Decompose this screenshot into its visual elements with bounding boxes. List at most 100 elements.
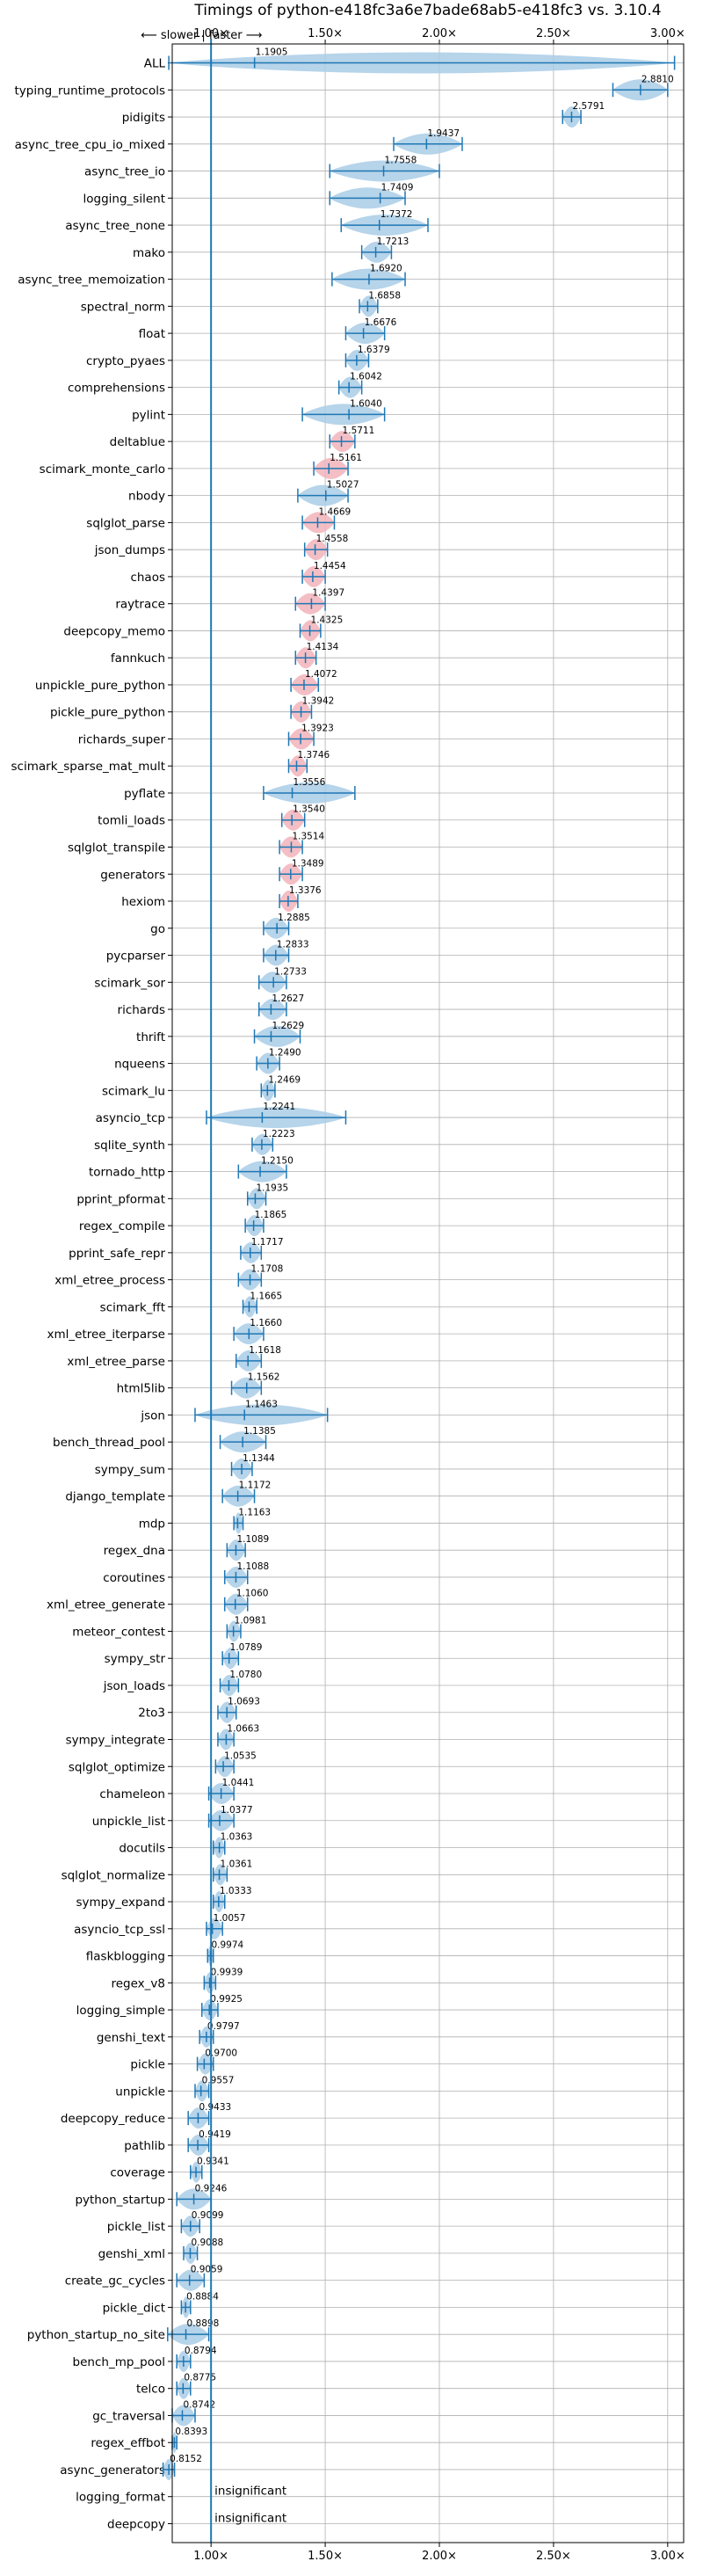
category-label: deepcopy xyxy=(107,2517,165,2531)
value-label: 1.0693 xyxy=(228,1697,260,1707)
category-label: bench_thread_pool xyxy=(53,1436,165,1450)
category-label: mdp xyxy=(139,1517,165,1531)
value-label: 1.2223 xyxy=(263,1129,295,1139)
value-label: 1.1463 xyxy=(245,1399,278,1409)
x-tick-label-top: 3.00× xyxy=(650,27,685,40)
category-label: typing_runtime_protocols xyxy=(15,84,166,98)
value-label: 1.1172 xyxy=(239,1481,272,1491)
value-label: 1.0377 xyxy=(221,1805,253,1816)
category-label: sympy_expand xyxy=(76,1896,165,1910)
category-label: richards xyxy=(118,1003,165,1017)
category-label: coverage xyxy=(110,2166,165,2180)
value-label: 1.3746 xyxy=(297,750,330,760)
category-labels: ALL typing_runtime_protocols pidigits async… xyxy=(11,57,166,2532)
category-label: coroutines xyxy=(103,1571,165,1585)
category-label: pprint_safe_repr xyxy=(69,1247,165,1261)
category-label: logging_silent xyxy=(83,192,165,206)
category-label: sqlite_synth xyxy=(94,1139,165,1153)
value-label: 2.5791 xyxy=(572,101,605,112)
value-label: 1.0333 xyxy=(220,1886,252,1896)
category-label: regex_compile xyxy=(79,1219,165,1233)
category-label: regex_v8 xyxy=(111,1976,165,1990)
value-label: 1.1562 xyxy=(248,1372,280,1383)
value-label: 1.1665 xyxy=(250,1291,282,1301)
category-label: scimark_fft xyxy=(100,1300,165,1314)
x-tick-label-top: 2.00× xyxy=(422,27,457,40)
value-label: 1.4454 xyxy=(314,561,346,571)
value-label: 0.9059 xyxy=(191,2265,223,2275)
value-label: 1.0363 xyxy=(221,1832,253,1843)
value-label: 1.4669 xyxy=(318,506,351,517)
category-label: html5lib xyxy=(117,1382,165,1396)
value-label: 0.9099 xyxy=(192,2210,224,2221)
category-label: async_tree_cpu_io_mixed xyxy=(15,138,165,152)
value-label: 1.4325 xyxy=(311,615,344,625)
error-bars xyxy=(162,55,676,2477)
category-label: asyncio_tcp_ssl xyxy=(74,1923,165,1937)
category-label: 2to3 xyxy=(138,1706,165,1721)
value-label: 1.4397 xyxy=(312,588,344,599)
value-label: 0.9797 xyxy=(207,2021,240,2032)
value-label: 1.6920 xyxy=(370,264,402,274)
category-label: sqlglot_parse xyxy=(86,516,165,530)
category-label: fannkuch xyxy=(111,651,165,666)
value-label: 1.6858 xyxy=(368,290,401,301)
category-label: chaos xyxy=(130,571,165,585)
category-label: bench_mp_pool xyxy=(73,2355,165,2369)
value-label: 1.5027 xyxy=(327,480,359,491)
value-labels: 1.1905 2.8810 2.5791 1.9437 1.7558 1.7409 1.73… xyxy=(170,47,673,2526)
category-label: pathlib xyxy=(124,2139,165,2153)
category-label: spectral_norm xyxy=(81,300,165,314)
category-label: pidigits xyxy=(122,111,165,125)
category-label: unpickle xyxy=(115,2085,165,2099)
category-label: pylint xyxy=(132,408,165,422)
x-tick-label-top: 1.00× xyxy=(193,27,228,40)
value-label: 0.9341 xyxy=(197,2157,229,2167)
value-label: 2.8810 xyxy=(641,74,674,84)
category-label: pickle xyxy=(130,2058,165,2072)
value-label: 1.4134 xyxy=(307,642,339,652)
category-label: tomli_loads xyxy=(98,814,165,828)
category-label: nqueens xyxy=(114,1058,165,1072)
category-label: flaskblogging xyxy=(86,1950,165,1964)
value-label: 1.7372 xyxy=(380,209,413,220)
category-label: django_template xyxy=(65,1490,165,1504)
category-label: float xyxy=(139,327,165,341)
value-label: 1.2885 xyxy=(278,913,310,923)
value-label: 1.7409 xyxy=(381,182,414,193)
category-label: xml_etree_parse xyxy=(67,1355,165,1369)
value-label: 1.4072 xyxy=(305,669,337,680)
value-label: 0.8898 xyxy=(187,2318,220,2329)
value-label: 1.1385 xyxy=(243,1426,276,1437)
category-label: comprehensions xyxy=(68,382,165,396)
insignificant-label: insignificant xyxy=(214,2511,286,2525)
category-label: deltablue xyxy=(110,435,165,449)
category-label: go xyxy=(150,922,165,936)
value-label: 1.5161 xyxy=(330,453,362,463)
category-label: thrift xyxy=(136,1030,165,1044)
value-label: 1.5711 xyxy=(343,426,375,436)
x-tick-label-bottom: 2.00× xyxy=(422,2550,457,2563)
value-label: 1.3923 xyxy=(301,723,334,733)
value-label: 1.3514 xyxy=(292,832,324,842)
category-label: scimark_monte_carlo xyxy=(40,462,165,477)
category-label: pycparser xyxy=(106,950,166,964)
category-label: async_generators xyxy=(60,2463,165,2478)
value-label: 1.3540 xyxy=(293,804,325,815)
chart-title: Timings of python-e418fc3a6e7bade68ab5-e… xyxy=(193,2,661,19)
value-label: 1.1935 xyxy=(256,1182,288,1193)
value-label: 0.9974 xyxy=(211,1940,243,1951)
value-label: 1.1865 xyxy=(255,1210,287,1220)
value-label: 1.1905 xyxy=(256,47,288,58)
x-tick-label-bottom: 1.50× xyxy=(308,2550,343,2563)
value-label: 1.3376 xyxy=(289,885,322,896)
value-label: 1.2490 xyxy=(269,1048,301,1059)
value-label: 0.8152 xyxy=(170,2454,202,2464)
plot-frame xyxy=(171,43,685,2543)
value-label: 1.1344 xyxy=(243,1453,275,1464)
category-label: sqlglot_optimize xyxy=(69,1760,165,1774)
value-label: 1.2241 xyxy=(263,1102,295,1112)
category-label: mako xyxy=(133,246,165,260)
category-label: pickle_list xyxy=(107,2220,165,2234)
